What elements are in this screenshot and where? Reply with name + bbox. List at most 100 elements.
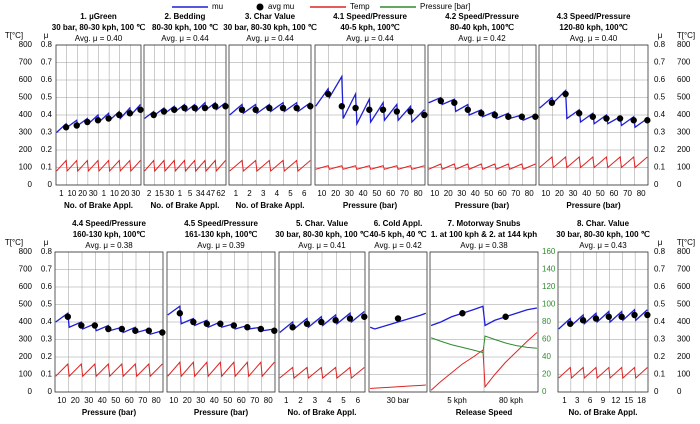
axis-title: μ [44,238,49,247]
x-tick-label: 40 [210,396,219,405]
y-tick-label: 0.8 [41,40,53,49]
x-tick-label: 10 [110,189,119,198]
panel-annotation: Avg. μ = 0.44 [346,34,394,43]
avg-mu-dot [64,313,72,320]
x-tick-label: 60 [237,396,246,405]
panel-title: 1. µGreen [80,12,117,21]
avg-mu-dot [230,322,238,329]
panel-title: 6. Cold Appl. [374,219,423,228]
avg-mu-dot [478,110,485,117]
x-tick-label: 70 [623,189,632,198]
series-line [430,332,538,391]
y-tick-label: 0.1 [654,163,666,172]
avg-mu-dot [105,325,112,333]
x-tick-label: 18 [637,396,646,405]
panel-annotation: Avg. μ = 0.39 [197,241,245,250]
x-tick-label: 70 [250,396,259,405]
series-line [167,361,275,378]
y-tick-label: 0.7 [654,58,666,67]
x-tick-label: 30 [569,189,578,198]
y-tick-label: 600 [677,75,691,84]
avg-mu-dot [105,115,112,122]
y-tick-label: 700 [19,58,33,67]
avg-mu-dot [91,322,99,329]
y-tick-label: 0.4 [41,317,53,326]
x-tick-label: 30 [165,189,174,198]
y-tick-label: 300 [677,335,691,344]
y-tick-label: 0.5 [654,300,666,309]
avg-mu-dot [630,117,637,124]
panel-frame [228,44,312,186]
axis-title: μ [658,238,663,247]
x-tick-label: 2 [147,189,152,198]
avg-mu-dot [407,108,414,115]
x-tick-label: 20 [183,396,192,405]
x-tick-label: 50 [484,189,493,198]
panel-frame [429,251,539,393]
y-tick-label: 0 [654,387,659,396]
avg-mu-dot [203,320,211,327]
y-tick-label: 200 [677,352,691,361]
avg-mu-dot [451,99,458,106]
y-tick-label: 0 [654,180,659,189]
y-tick-label: 100 [19,370,33,379]
panel-subtitle: 120-80 kph, 100℃ [559,23,627,32]
avg-mu-dot [289,324,296,331]
legend-label: Pressure [bar] [420,2,470,11]
avg-mu-dot [644,117,651,124]
avg-mu-dot [464,106,472,113]
y-tick-label: 200 [19,145,33,154]
y-tick-label: 0.3 [41,128,53,137]
x-tick-label: 1 [562,396,567,405]
y3-tick-label: 60 [542,335,551,344]
x-tick-label: 15 [155,189,164,198]
x-axis-title: Release Speed [456,408,513,417]
y-tick-label: 0 [48,180,53,189]
x-tick-label: 40 [582,189,591,198]
panel-annotation: Avg. μ = 0.43 [579,241,627,250]
y-tick-label: 700 [677,58,691,67]
panel-title: 7. Motorway Snubs [448,219,521,228]
x-axis-title: Pressure (bar) [566,201,621,210]
panel-annotation: Avg. μ = 0.40 [75,34,123,43]
panel-subtitle: 40-5 kph, 100℃ [340,23,399,32]
series-line [558,366,648,380]
x-tick-label: 30 bar [387,396,410,405]
x-axis-title: No. of Brake Appl. [568,408,637,417]
x-tick-label: 1 [284,396,289,405]
avg-mu-dot [307,103,314,110]
avg-mu-dot [603,115,610,122]
panel-annotation: Avg. μ = 0.38 [85,241,133,250]
y-tick-label: 800 [677,40,691,49]
panel-title: 4.1 Speed/Pressure [333,12,407,21]
y-tick-label: 0 [28,387,33,396]
y-tick-label: 400 [677,317,691,326]
y-tick-label: 0.3 [654,335,666,344]
series-line [430,305,538,327]
legend-label: avg mu [268,2,294,11]
avg-mu-dot [592,315,600,322]
y-tick-label: 0.7 [41,265,53,274]
avg-mu-dot [212,103,219,110]
x-tick-label: 1 [178,189,183,198]
panel-title: 4.2 Speed/Pressure [445,12,519,21]
x-tick-label: 20 [331,189,340,198]
panel-annotation: Avg. μ = 0.44 [161,34,209,43]
y-tick-label: 0.6 [654,75,666,84]
avg-mu-dot [575,110,583,117]
avg-mu-dot [118,325,126,333]
panel-frame [55,44,142,186]
avg-mu-dot [201,104,209,112]
panel-frame [278,251,366,393]
panel-title: 5. Char. Value [296,219,349,228]
x-axis-title: No. of Brake Appl. [150,201,219,210]
avg-mu-dot [502,313,509,320]
y-tick-label: 0.5 [654,93,666,102]
avg-mu-dot [618,313,625,320]
y-tick-label: 0.8 [654,247,666,256]
y-tick-label: 0.6 [41,75,53,84]
x-tick-label: 12 [611,396,620,405]
panel-subtitle: 161-130 kph, 100℃ [185,230,258,239]
y3-tick-label: 120 [542,282,556,291]
